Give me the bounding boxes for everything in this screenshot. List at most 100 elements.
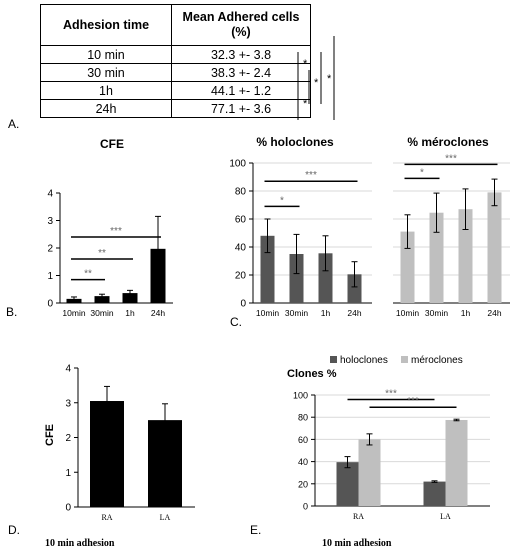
- chart-clones: 0 20 40 60 80 100 RA LA *** ***: [293, 388, 490, 521]
- bar: [347, 274, 362, 303]
- significance-label: *: [420, 167, 424, 178]
- x-tick-label: 10min: [62, 308, 85, 318]
- significance-label: ***: [110, 226, 122, 237]
- y-axis-label-cfe: CFE: [44, 424, 56, 446]
- table-row: 24h 77.1 +- 3.6: [40, 99, 311, 118]
- table-sig-star: *: [327, 73, 332, 85]
- table-sig-star: *: [303, 98, 308, 110]
- y-tick-label: 4: [47, 189, 53, 200]
- chart-title-clones: Clones %: [287, 368, 337, 380]
- bar: [90, 401, 124, 507]
- panel-label-d: D.: [8, 523, 20, 537]
- x-tick-label: 30min: [285, 308, 308, 318]
- x-tick-label: 10min: [396, 308, 419, 318]
- significance-label: ***: [407, 396, 419, 407]
- table-header-row: Adhesion time Mean Adhered cells (%): [40, 4, 311, 46]
- bar: [122, 293, 138, 303]
- y-tick-label: 0: [240, 299, 246, 310]
- table-cell: 32.3 +- 3.8: [171, 45, 311, 64]
- panel-label-e: E.: [250, 523, 261, 537]
- y-tick-label: 0: [65, 503, 71, 514]
- y-tick-label: 1: [47, 271, 53, 282]
- legend-label-meroclones: méroclones: [411, 355, 463, 366]
- bar: [458, 209, 473, 303]
- x-tick-label: 30min: [90, 308, 113, 318]
- bar: [400, 231, 415, 303]
- y-tick-label: 2: [47, 244, 53, 255]
- bar: [423, 481, 446, 506]
- panel-label-a: A.: [8, 117, 19, 131]
- x-tick-label: 24h: [487, 308, 501, 318]
- y-tick-label: 80: [235, 187, 247, 198]
- legend-clones: holoclones méroclones: [330, 355, 463, 366]
- x-tick-label: 1h: [321, 308, 331, 318]
- x-tick-label: 30min: [425, 308, 448, 318]
- y-tick-label: 1: [65, 468, 71, 479]
- y-tick-label: 4: [65, 364, 71, 375]
- x-axis-label-d: 10 min adhesion: [45, 538, 115, 549]
- y-tick-label: 40: [235, 243, 247, 254]
- bar: [318, 253, 333, 303]
- table-cell: 30 min: [40, 63, 172, 82]
- y-tick-label: 3: [65, 398, 71, 409]
- chart-title-holoclones: % holoclones: [256, 135, 334, 149]
- chart-meroclones: 10min 30min 1h 24h****: [393, 153, 510, 318]
- table-significance-brackets: [297, 36, 335, 120]
- x-tick-label: 24h: [151, 308, 165, 318]
- x-tick-label: 24h: [347, 308, 361, 318]
- table-row: 10 min 32.3 +- 3.8: [40, 45, 311, 64]
- x-tick-label: 10min: [256, 308, 279, 318]
- legend-swatch-meroclones: [401, 356, 408, 363]
- table-cell: 77.1 +- 3.6: [171, 99, 311, 118]
- y-tick-label: 100: [293, 391, 308, 401]
- bar: [487, 192, 502, 303]
- bar: [429, 212, 444, 303]
- significance-label: ***: [445, 153, 457, 164]
- legend-label-holoclones: holoclones: [340, 355, 388, 366]
- y-tick-label: 0: [47, 299, 53, 310]
- table-cell: 24h: [40, 99, 172, 118]
- y-tick-label: 100: [229, 159, 246, 170]
- y-tick-label: 60: [235, 215, 247, 226]
- x-tick-label: 1h: [461, 308, 471, 318]
- x-tick-label: RA: [353, 512, 364, 521]
- table-row: 30 min 38.3 +- 2.4: [40, 63, 311, 82]
- y-tick-label: 2: [65, 433, 71, 444]
- x-tick-label: 1h: [125, 308, 135, 318]
- bar: [336, 462, 359, 506]
- significance-label: ***: [305, 170, 317, 181]
- y-tick-label: 3: [47, 216, 53, 227]
- bar: [445, 419, 468, 506]
- table-header-mean-adhered: Mean Adhered cells (%): [171, 4, 311, 46]
- x-tick-label: LA: [440, 512, 451, 521]
- bar: [289, 254, 304, 303]
- y-tick-label: 20: [235, 271, 247, 282]
- x-axis-label-e: 10 min adhesion: [322, 538, 392, 549]
- x-tick-label: LA: [160, 513, 171, 522]
- y-tick-label: 60: [298, 435, 308, 445]
- bar: [94, 296, 110, 303]
- table-sig-star: *: [314, 77, 319, 89]
- bar: [358, 439, 381, 506]
- panel-label-c: C.: [230, 315, 242, 329]
- significance-label: *: [280, 195, 284, 206]
- y-tick-label: 80: [298, 413, 308, 423]
- y-tick-label: 0: [303, 502, 308, 512]
- chart-title-cfe: CFE: [100, 137, 124, 151]
- table-sig-star: *: [303, 58, 308, 70]
- adhesion-table: Adhesion time Mean Adhered cells (%) 10 …: [40, 4, 311, 118]
- y-tick-label: 40: [298, 457, 308, 467]
- chart-cfe-adhesion: 0 1 2 3 4 RA LA: [65, 364, 195, 522]
- significance-label: **: [98, 248, 106, 259]
- chart-title-meroclones: % méroclones: [407, 135, 489, 149]
- significance-label: **: [84, 269, 92, 280]
- bar: [260, 235, 275, 303]
- x-tick-label: RA: [101, 513, 112, 522]
- panel-label-b: B.: [6, 305, 17, 319]
- table-header-adhesion-time: Adhesion time: [40, 4, 172, 46]
- y-tick-label: 20: [298, 479, 308, 489]
